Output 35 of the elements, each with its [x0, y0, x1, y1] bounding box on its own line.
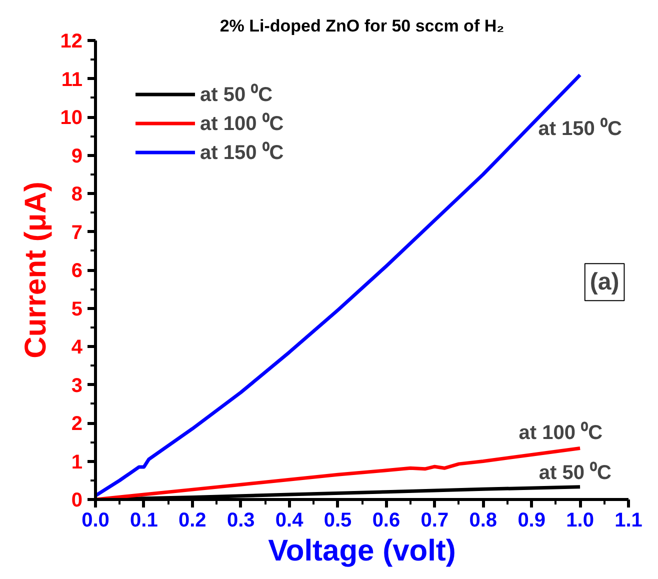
y-tick-label: 0 [71, 490, 82, 512]
legend-label: at 50 ⁰C [200, 82, 273, 107]
y-tick-label: 6 [71, 260, 82, 282]
y-tick-label: 8 [71, 184, 82, 206]
y-tick-label: 1 [71, 451, 82, 474]
x-axis-title: Voltage (volt) [268, 534, 456, 568]
x-tick-label: 0.8 [469, 510, 498, 532]
x-tick-label: 0.0 [82, 510, 110, 532]
x-tick-label: 0.7 [420, 510, 449, 532]
y-tick-label: 7 [71, 222, 82, 244]
x-tick-label: 0.4 [275, 510, 304, 532]
y-tick-label: 3 [71, 374, 82, 397]
y-tick-label: 10 [60, 107, 83, 129]
legend-label: at 100 ⁰C [200, 112, 284, 136]
y-tick-label: 11 [61, 68, 83, 91]
annotation: at 100 ⁰C [518, 421, 603, 444]
x-tick-label: 0.3 [226, 510, 255, 532]
annotation: at 50 ⁰C [538, 461, 612, 484]
x-tick-label: 1.0 [566, 510, 594, 532]
legend-label: at 150 ⁰C [200, 140, 284, 165]
x-tick-label: 0.5 [324, 510, 352, 532]
y-axis-title: Current (μA) [19, 182, 52, 358]
y-tick-label: 2 [71, 413, 82, 435]
y-tick-label: 4 [71, 336, 84, 358]
x-tick-label: 0.9 [518, 510, 546, 532]
x-tick-label: 0.1 [130, 510, 158, 532]
y-tick-label: 5 [71, 298, 82, 320]
x-tick-label: 0.2 [178, 510, 206, 532]
x-tick-label: 1.1 [614, 510, 642, 532]
annotation: at 150 ⁰C [538, 116, 622, 140]
y-tick-label: 12 [60, 30, 83, 52]
annotation: (a) [590, 268, 620, 296]
chart-title: 2% Li-doped ZnO for 50 sccm of H₂ [220, 16, 504, 36]
x-tick-label: 0.6 [372, 510, 400, 532]
y-tick-label: 9 [71, 145, 82, 168]
